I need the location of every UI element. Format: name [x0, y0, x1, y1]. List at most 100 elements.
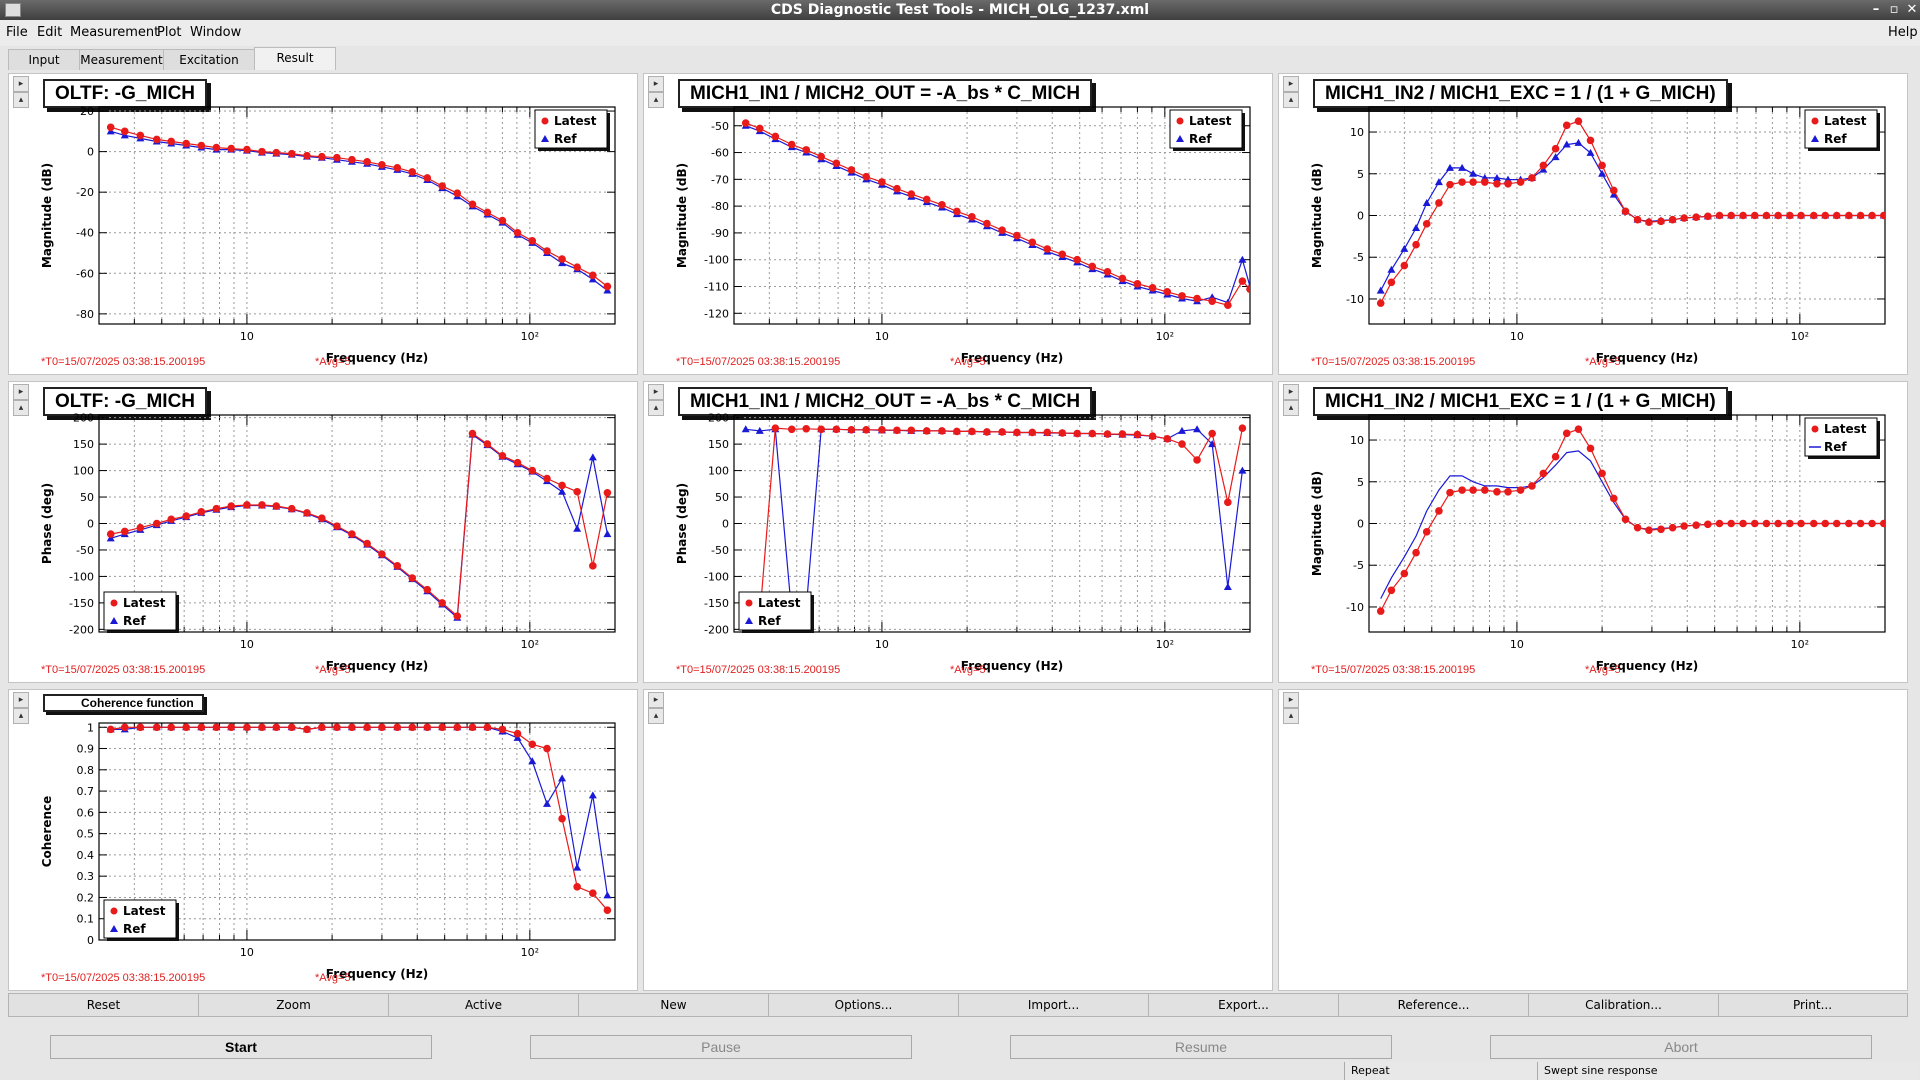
reset-button[interactable]: Reset — [9, 994, 199, 1016]
latest-point — [832, 159, 841, 168]
latest-point — [907, 190, 916, 198]
latest-point — [603, 489, 612, 497]
latest-point — [106, 725, 115, 734]
chart-5: 200 150 100 50 0 -50 -100 -150 -200 10 10² Frequenc… — [675, 412, 1251, 673]
pane-option-icon[interactable]: ▸ — [1283, 76, 1299, 92]
legend: Latest Ref — [1804, 417, 1880, 459]
latest-point — [528, 466, 537, 475]
latest-point — [1692, 521, 1700, 529]
chart-7: 1 0.9 0.8 0.7 0.6 0.5 0.4 0.3 0.2 0.1 0 10 10² Freque… — [40, 721, 616, 981]
pane-collapse-icon[interactable]: ▴ — [13, 92, 29, 108]
pane-option-icon[interactable]: ▸ — [13, 692, 29, 708]
tab-excitation[interactable]: Excitation — [163, 49, 255, 70]
latest-point — [1868, 519, 1876, 528]
menu-file[interactable]: File — [6, 25, 28, 40]
tab-measurement[interactable]: Measurement — [79, 49, 164, 70]
plot-pane-5[interactable]: ▸ ▴ MICH1_IN1 / MICH2_OUT = -A_bs * C_MICH… — [643, 381, 1273, 683]
y-tick-label: -20 — [76, 186, 94, 199]
plot-pane-1[interactable]: ▸ ▴ OLTF: -G_MICH 20 0 -20 -40 -60 -80 10 10² Frequ… — [8, 73, 638, 375]
pane-collapse-icon[interactable]: ▴ — [1283, 400, 1299, 416]
plot-pane-7[interactable]: ▸ ▴ Coherence function 1 0.9 0.8 0.7 0.6 0.5 0.4 0… — [8, 689, 638, 991]
latest-point — [543, 247, 551, 255]
latest-point — [1539, 161, 1548, 170]
menu-help[interactable]: Help — [1888, 25, 1918, 40]
latest-point — [1598, 469, 1606, 478]
latest-point — [1739, 211, 1747, 220]
ref-point — [741, 425, 750, 433]
print-button[interactable]: Print... — [1792, 998, 1833, 1012]
y-tick-label: -50 — [711, 120, 729, 133]
pane-option-icon[interactable]: ▸ — [1283, 384, 1299, 400]
plot-pane-2[interactable]: ▸ ▴ MICH1_IN1 / MICH2_OUT = -A_bs * C_MICH… — [643, 73, 1273, 375]
latest-point — [1610, 494, 1618, 503]
legend-ref-label: Ref — [758, 614, 781, 628]
pane-option-icon[interactable]: ▸ — [13, 76, 29, 92]
menu-window[interactable]: Window — [190, 25, 242, 40]
tab-result[interactable]: Result — [254, 47, 336, 70]
pane-option-icon[interactable]: ▸ — [1283, 692, 1299, 708]
latest-point — [953, 207, 961, 216]
latest-point — [1551, 144, 1560, 153]
abort-button[interactable]: Abort — [1490, 1035, 1872, 1059]
pane-collapse-icon[interactable]: ▴ — [648, 708, 664, 724]
minimize-icon[interactable]: – — [1872, 2, 1880, 17]
start-button[interactable]: Start — [50, 1035, 432, 1059]
active-button[interactable]: Active — [389, 994, 579, 1016]
latest-point — [1118, 274, 1127, 283]
ref-point — [573, 524, 582, 532]
pane-option-icon[interactable]: ▸ — [648, 692, 664, 708]
legend: Latest Ref — [1169, 109, 1245, 151]
pane-collapse-icon[interactable]: ▴ — [1283, 92, 1299, 108]
data-layer — [106, 429, 612, 621]
menu-plot[interactable]: Plot — [157, 25, 182, 40]
pane-option-icon[interactable]: ▸ — [648, 76, 664, 92]
plot-pane-3[interactable]: ▸ ▴ MICH1_IN2 / MICH1_EXC = 1 / (1 + G_MIC… — [1278, 73, 1908, 375]
pane-collapse-icon[interactable]: ▴ — [648, 400, 664, 416]
y-tick-label: 0 — [87, 518, 94, 531]
legend-ref-marker — [110, 925, 118, 932]
options-button[interactable]: Options... — [769, 994, 959, 1016]
plot-pane-8[interactable]: ▸ ▴ — [643, 689, 1273, 991]
pane-collapse-icon[interactable]: ▴ — [13, 400, 29, 416]
latest-point — [272, 148, 281, 157]
latest-point — [152, 519, 161, 528]
calibration-button[interactable]: Calibration... — [1529, 994, 1719, 1016]
menu-measurement[interactable]: Measurement — [70, 25, 160, 40]
latest-point — [862, 426, 871, 434]
reference-button[interactable]: Reference... — [1339, 994, 1529, 1016]
latest-point — [258, 501, 266, 509]
menu-edit[interactable]: Edit — [37, 25, 63, 40]
ref-point — [543, 799, 552, 807]
latest-point — [152, 135, 161, 144]
pane-collapse-icon[interactable]: ▴ — [1283, 708, 1299, 724]
export-button[interactable]: Export... — [1149, 994, 1339, 1016]
latest-point — [558, 255, 566, 263]
plot-pane-4[interactable]: ▸ ▴ OLTF: -G_MICH 200 150 100 50 0 -50 -100 -150 -2… — [8, 381, 638, 683]
latest-point — [120, 527, 129, 536]
y-axis-label: Magnitude (dB) — [1310, 163, 1324, 268]
resume-button[interactable]: Resume — [1010, 1035, 1392, 1059]
tab-input[interactable]: Input — [8, 49, 80, 70]
restore-icon[interactable]: ▫ — [1889, 2, 1899, 17]
pane-option-icon[interactable]: ▸ — [648, 384, 664, 400]
x-axis-label: Frequency (Hz) — [1596, 351, 1698, 365]
pane-collapse-icon[interactable]: ▴ — [648, 92, 664, 108]
legend-latest-marker — [1811, 117, 1819, 125]
pause-button[interactable]: Pause — [530, 1035, 912, 1059]
pane-option-icon[interactable]: ▸ — [13, 384, 29, 400]
series-latest-line — [110, 126, 608, 287]
pane-collapse-icon[interactable]: ▴ — [13, 708, 29, 724]
latest-point — [378, 160, 386, 169]
close-icon[interactable]: ✕ — [1906, 2, 1918, 17]
latest-point — [589, 889, 597, 897]
latest-point — [303, 509, 311, 517]
ref-point — [1469, 169, 1478, 177]
import-button[interactable]: Import... — [959, 994, 1149, 1016]
latest-point — [1821, 211, 1830, 220]
latest-point — [513, 458, 522, 467]
plot-pane-9[interactable]: ▸ ▴ — [1278, 689, 1908, 991]
latest-point — [136, 131, 145, 140]
new-button[interactable]: New — [579, 994, 769, 1016]
plot-pane-6[interactable]: ▸ ▴ MICH1_IN2 / MICH1_EXC = 1 / (1 + G_MIC… — [1278, 381, 1908, 683]
zoom-button[interactable]: Zoom — [199, 994, 389, 1016]
